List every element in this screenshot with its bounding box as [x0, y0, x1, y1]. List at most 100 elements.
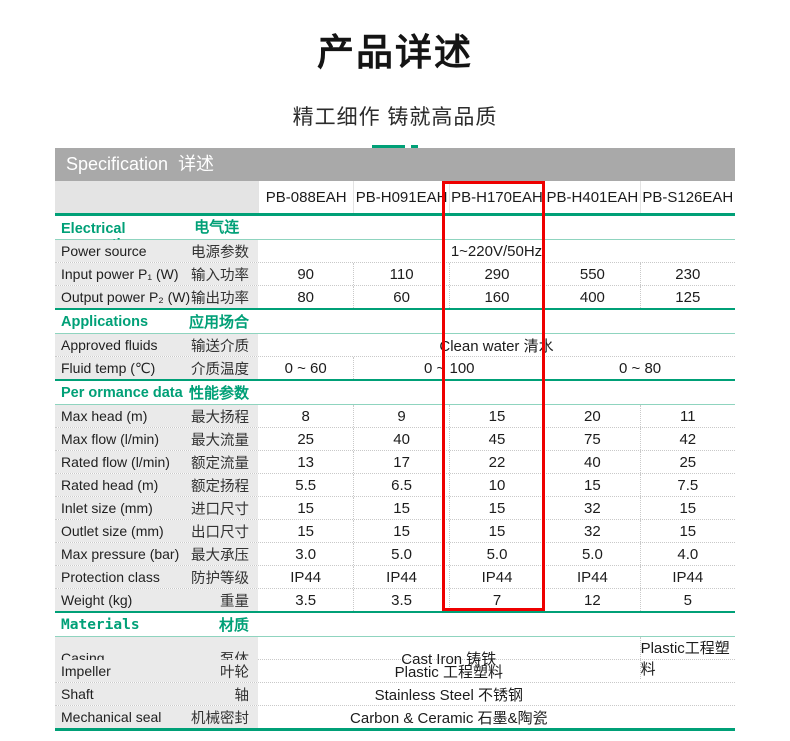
value-cell: Clean water 清水 — [439, 337, 554, 355]
value-cell: Carbon & Ceramic 石墨&陶瓷 — [350, 709, 548, 727]
column-header-row: PB-088EAH PB-H091EAH PB-H170EAH PB-H401E… — [55, 181, 735, 213]
column-header-pbh401eah: PB-H401EAH — [544, 181, 639, 213]
spec-row: Output power P₂ (W) 输出功率 80 60 160 400 125 — [55, 285, 735, 308]
value-cell: IP44 — [448, 566, 544, 588]
row-label-zh: 最大流量 — [191, 432, 249, 449]
value-cell: 160 — [448, 286, 544, 308]
row-label-zh: 介质温度 — [191, 361, 249, 378]
value-cell: 13 — [297, 453, 315, 471]
section-title-en: Per ormance data — [61, 384, 183, 401]
row-label-en: Weight (kg) — [61, 592, 133, 608]
value-cell: 15 — [448, 520, 544, 542]
value-cell: 110 — [353, 263, 448, 285]
column-header-label-spacer — [55, 181, 258, 213]
value-cell: 15 — [297, 499, 315, 517]
value-cell: 22 — [448, 451, 544, 473]
row-label-zh: 额定流量 — [191, 455, 249, 472]
value-cell: 15 — [544, 474, 639, 496]
row-label: Inlet size (mm) 进口尺寸 — [55, 497, 258, 519]
row-label-zh: 进口尺寸 — [191, 501, 249, 518]
row-label-zh: 最大扬程 — [191, 409, 249, 426]
row-label-en: Max pressure (bar) — [61, 546, 180, 562]
row-label: Fluid temp (℃) 介质温度 — [55, 357, 258, 379]
row-label: Rated head (m) 额定扬程 — [55, 474, 258, 496]
section-title: Per ormance data 性能参数 — [55, 381, 258, 404]
value-cell: 5.0 — [353, 543, 448, 565]
spec-row: Rated head (m) 额定扬程 5.5 6.5 10 15 7.5 — [55, 473, 735, 496]
row-label-en: Outlet size (mm) — [61, 523, 164, 539]
spec-row: Fluid temp (℃) 介质温度 0 ~ 60 0 ~ 100 0 ~ 80 — [55, 356, 735, 379]
value-cell: 15 — [297, 522, 315, 540]
section-header-row: Per ormance data 性能参数 — [55, 381, 735, 405]
value-cell: 290 — [448, 263, 544, 285]
row-label: Max head (m) 最大扬程 — [55, 405, 258, 427]
row-label-en: Output power P₂ (W) — [61, 289, 191, 305]
spec-row: Outlet size (mm) 出口尺寸 15 15 15 32 15 — [55, 519, 735, 542]
page-subtitle: 精工细作 铸就高品质 — [292, 106, 498, 129]
spec-row: Impeller 叶轮 Plastic 工程塑料 — [55, 659, 735, 682]
section-header-row: Materials 材质 — [55, 613, 735, 637]
value-cell — [640, 683, 735, 705]
value-cell: 1~220V/50Hz — [450, 242, 543, 260]
value-cell: 5.0 — [448, 543, 544, 565]
row-label-zh: 最大承压 — [191, 547, 249, 564]
value-cell: 125 — [639, 286, 735, 308]
row-label: Protection class 防护等级 — [55, 566, 258, 588]
value-cell: 5 — [639, 589, 735, 611]
section-title-zh: 应用场合 — [188, 314, 249, 331]
hero-header: 产品详述 精工细作 铸就高品质 — [0, 0, 790, 150]
value-cell: 15 — [639, 520, 735, 542]
value-cell: 15 — [353, 497, 448, 519]
spec-row: Max flow (l/min) 最大流量 25 40 45 75 42 — [55, 427, 735, 450]
value-cell: 32 — [544, 520, 639, 542]
row-label: Input power P₁ (W) 输入功率 — [55, 263, 258, 285]
value-cell: 32 — [544, 497, 639, 519]
value-cell: 5.0 — [544, 543, 639, 565]
value-cell: 10 — [448, 474, 544, 496]
value-cell: 12 — [544, 589, 639, 611]
value-cell: 90 — [297, 265, 315, 283]
spec-row: Max pressure (bar) 最大承压 3.0 5.0 5.0 5.0 4.0 — [55, 542, 735, 565]
value-cell: Stainless Steel 不锈钢 — [374, 686, 523, 704]
row-label-en: Impeller — [61, 663, 111, 679]
value-cell: 4.0 — [639, 543, 735, 565]
value-cell: 40 — [353, 428, 448, 450]
value-cell: 0 ~ 80 — [544, 357, 735, 379]
row-label-en: Power source — [61, 243, 147, 259]
value-cell: 7 — [448, 589, 544, 611]
value-cell: 8 — [301, 407, 310, 425]
value-cell: 75 — [544, 428, 639, 450]
value-cell: 25 — [639, 451, 735, 473]
section-header-row: Electrical connection电气连接 — [55, 216, 735, 257]
row-label-en: Rated head (m) — [61, 477, 159, 493]
value-cell: 5.5 — [295, 476, 317, 494]
row-label-zh: 电源参数 — [191, 244, 249, 261]
value-cell: 60 — [353, 286, 448, 308]
caption-zh: 详述 — [178, 154, 215, 174]
spec-row: Power source 电源参数 1~220V/50Hz — [55, 240, 735, 262]
row-label: Mechanical seal 机械密封 — [55, 706, 258, 728]
row-label-zh: 输送介质 — [191, 338, 249, 355]
value-cell — [640, 660, 735, 682]
row-label: Weight (kg) 重量 — [55, 589, 258, 611]
row-label-en: Mechanical seal — [61, 709, 162, 725]
value-cell: 80 — [297, 288, 315, 306]
value-cell: 25 — [297, 430, 315, 448]
spec-row: Input power P₁ (W) 输入功率 90 110 290 550 230 — [55, 262, 735, 285]
row-label-en: Shaft — [61, 686, 94, 702]
row-label-zh: 输出功率 — [191, 290, 249, 307]
spec-row: Mechanical seal 机械密封 Carbon & Ceramic 石墨&陶… — [55, 705, 735, 728]
value-cell: Plastic 工程塑料 — [394, 663, 503, 681]
row-label-zh: 叶轮 — [220, 664, 249, 681]
section-header-row: Applications 应用场合 — [55, 310, 735, 334]
value-cell: IP44 — [639, 566, 735, 588]
value-cell: 7.5 — [639, 474, 735, 496]
row-label: Shaft 轴 — [55, 683, 258, 705]
spec-table: Specification 详述 PB-088EAH PB-H091EAH PB-… — [55, 148, 735, 731]
row-label: Rated flow (l/min) 额定流量 — [55, 451, 258, 473]
table-bottom-line — [55, 728, 735, 731]
spec-section: Per ormance data 性能参数 Max head (m) 最大扬程 8 9 15… — [55, 379, 735, 611]
row-label-en: Rated flow (l/min) — [61, 454, 170, 470]
section-title-zh: 性能参数 — [188, 385, 249, 402]
